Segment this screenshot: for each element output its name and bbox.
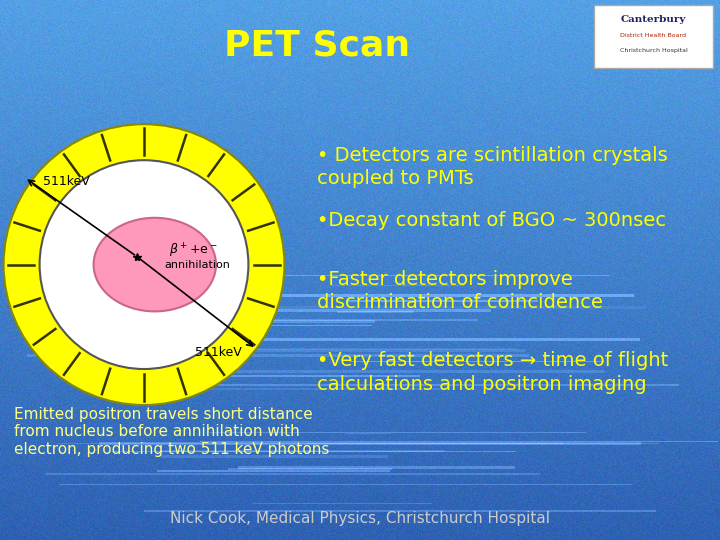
Text: PET Scan: PET Scan: [224, 29, 410, 63]
Text: 511keV: 511keV: [195, 346, 242, 359]
Ellipse shape: [40, 160, 248, 369]
Text: annihilation: annihilation: [164, 260, 230, 271]
Text: 511keV: 511keV: [42, 176, 89, 188]
FancyBboxPatch shape: [594, 5, 713, 68]
Text: Christchurch Hospital: Christchurch Hospital: [619, 48, 688, 53]
Text: Nick Cook, Medical Physics, Christchurch Hospital: Nick Cook, Medical Physics, Christchurch…: [170, 511, 550, 526]
Text: Emitted positron travels short distance
from nucleus before annihilation with
el: Emitted positron travels short distance …: [14, 407, 330, 457]
Ellipse shape: [94, 218, 216, 312]
Text: District Health Board: District Health Board: [621, 33, 686, 38]
Text: $\beta^+$+e$^-$: $\beta^+$+e$^-$: [169, 242, 217, 260]
Text: • Detectors are scintillation crystals
coupled to PMTs: • Detectors are scintillation crystals c…: [317, 146, 667, 188]
Text: •Decay constant of BGO ~ 300nsec: •Decay constant of BGO ~ 300nsec: [317, 211, 666, 229]
Text: •Faster detectors improve
discrimination of coincidence: •Faster detectors improve discrimination…: [317, 270, 603, 313]
Text: Canterbury: Canterbury: [621, 15, 686, 24]
Ellipse shape: [4, 124, 284, 405]
Text: •Very fast detectors → time of flight
calculations and positron imaging: •Very fast detectors → time of flight ca…: [317, 351, 668, 394]
